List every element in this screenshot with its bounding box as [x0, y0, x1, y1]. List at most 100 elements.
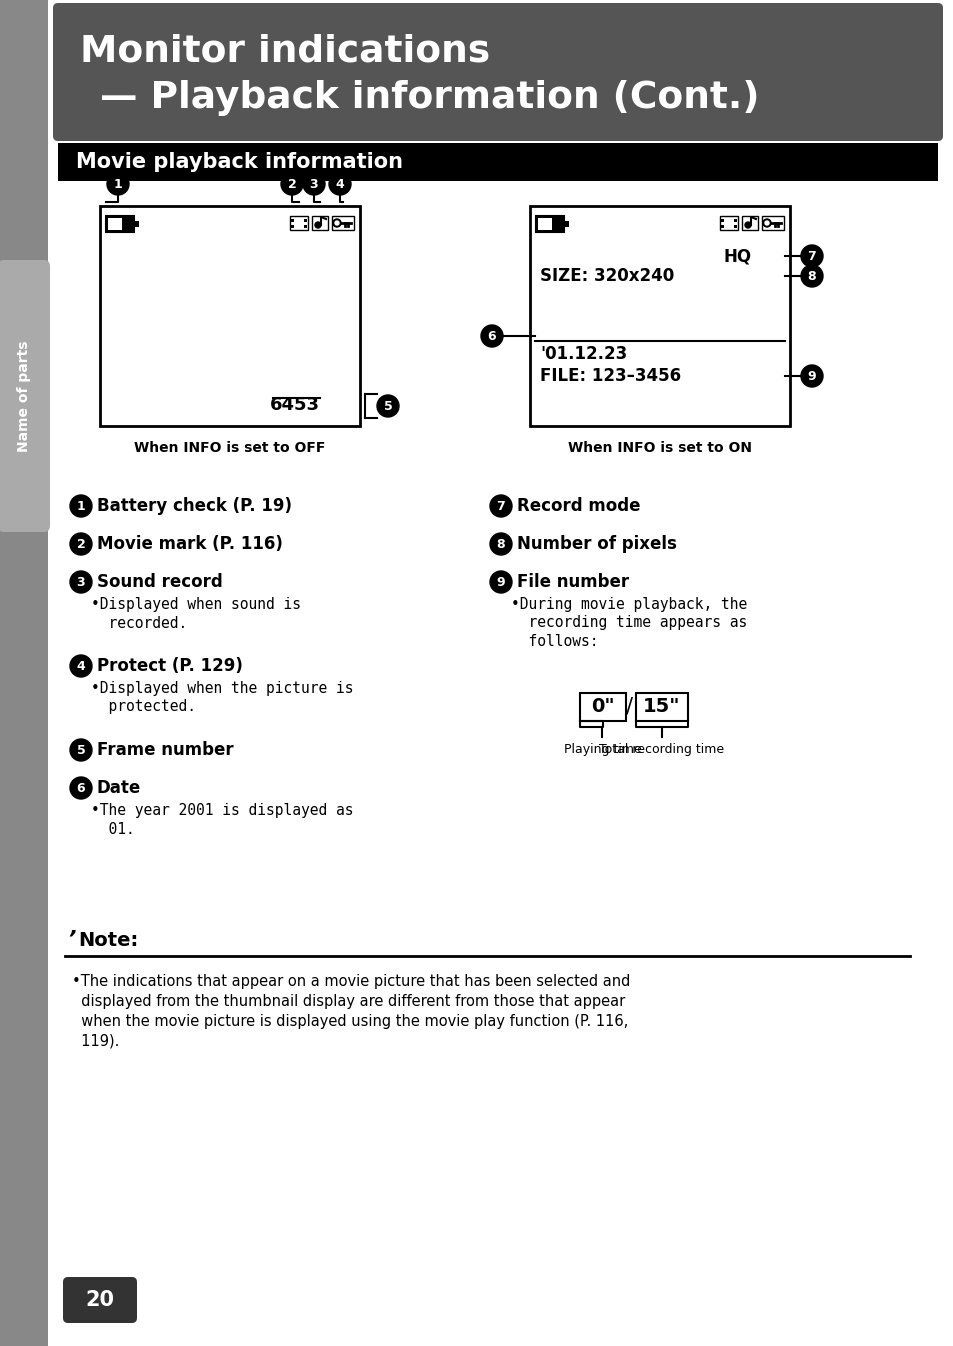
Text: when the movie picture is displayed using the movie play function (P. 116,: when the movie picture is displayed usin… [71, 1014, 628, 1028]
Bar [291, 225, 294, 227]
Circle shape [764, 221, 768, 225]
Bar [108, 218, 122, 230]
Circle shape [376, 394, 398, 417]
Text: •The indications that appear on a movie picture that has been selected and: •The indications that appear on a movie … [71, 975, 630, 989]
Bar [733, 219, 737, 222]
Circle shape [70, 571, 91, 594]
Text: 2: 2 [287, 178, 296, 191]
Bar [312, 215, 328, 230]
Text: 01.: 01. [91, 821, 134, 836]
Text: Sound record: Sound record [97, 573, 222, 591]
FancyBboxPatch shape [53, 3, 942, 141]
Text: Total recording time: Total recording time [598, 743, 723, 755]
Text: 6: 6 [76, 782, 85, 794]
Bar [106, 215, 133, 232]
Text: 0": 0" [591, 697, 614, 716]
Text: 5: 5 [76, 743, 85, 756]
Text: /: / [626, 697, 633, 717]
Text: 6: 6 [487, 330, 496, 342]
Bar [530, 206, 789, 425]
Circle shape [70, 495, 91, 517]
Text: Battery check (P. 19): Battery check (P. 19) [97, 497, 292, 516]
Text: displayed from the thumbnail display are different from those that appear: displayed from the thumbnail display are… [71, 993, 624, 1010]
Text: •Displayed when the picture is: •Displayed when the picture is [91, 681, 354, 696]
Circle shape [480, 324, 502, 347]
Circle shape [281, 174, 303, 195]
Text: Protect (P. 129): Protect (P. 129) [97, 657, 243, 674]
Bar [100, 206, 359, 425]
Text: follows:: follows: [511, 634, 598, 650]
Text: 20: 20 [86, 1289, 114, 1310]
Text: 7: 7 [807, 249, 816, 262]
Bar [741, 215, 758, 230]
Text: File number: File number [517, 573, 628, 591]
Bar [720, 215, 738, 230]
Text: SIZE: 320x240: SIZE: 320x240 [539, 267, 674, 285]
Text: Date: Date [97, 779, 141, 797]
Circle shape [70, 656, 91, 677]
Bar [536, 215, 563, 232]
Text: 8: 8 [497, 537, 505, 551]
Circle shape [744, 222, 750, 227]
Text: Monitor indications: Monitor indications [80, 34, 490, 69]
Circle shape [801, 365, 822, 388]
Text: 1: 1 [76, 499, 85, 513]
Circle shape [762, 219, 770, 227]
Text: protected.: protected. [91, 700, 195, 715]
Text: HQ: HQ [723, 248, 751, 265]
Text: recording time appears as: recording time appears as [511, 615, 746, 630]
Text: 3: 3 [76, 576, 85, 588]
Text: Movie mark (P. 116): Movie mark (P. 116) [97, 534, 283, 553]
Bar [720, 225, 723, 227]
Circle shape [490, 495, 512, 517]
Text: 4: 4 [335, 178, 344, 191]
Circle shape [801, 245, 822, 267]
Circle shape [329, 174, 351, 195]
Text: When INFO is set to ON: When INFO is set to ON [567, 441, 751, 455]
Text: FILE: 123–3456: FILE: 123–3456 [539, 367, 680, 385]
Circle shape [490, 533, 512, 555]
Text: Number of pixels: Number of pixels [517, 534, 677, 553]
Text: ’: ’ [67, 930, 75, 950]
Text: Frame number: Frame number [97, 742, 233, 759]
Circle shape [333, 219, 340, 227]
Circle shape [490, 571, 512, 594]
Text: 3: 3 [310, 178, 318, 191]
Circle shape [70, 739, 91, 760]
Text: 119).: 119). [71, 1034, 119, 1049]
Circle shape [70, 533, 91, 555]
Text: 9: 9 [807, 370, 816, 382]
Text: 5: 5 [383, 400, 392, 412]
Text: Note:: Note: [78, 930, 138, 949]
Circle shape [335, 221, 338, 225]
Bar [579, 693, 625, 721]
Circle shape [70, 777, 91, 800]
Text: 9: 9 [497, 576, 505, 588]
Text: recorded.: recorded. [91, 615, 187, 630]
Bar [563, 221, 568, 227]
Bar [291, 219, 294, 222]
Bar [290, 215, 308, 230]
Text: 15": 15" [642, 697, 680, 716]
FancyBboxPatch shape [63, 1277, 137, 1323]
Text: — Playback information (Cont.): — Playback information (Cont.) [100, 79, 759, 116]
Bar [58, 143, 937, 180]
Bar [636, 693, 687, 721]
Text: Playing time: Playing time [563, 743, 641, 755]
Bar [332, 215, 354, 230]
Text: •During movie playback, the: •During movie playback, the [511, 596, 746, 611]
Text: When INFO is set to OFF: When INFO is set to OFF [134, 441, 325, 455]
Bar [733, 225, 737, 227]
Text: •The year 2001 is displayed as: •The year 2001 is displayed as [91, 802, 354, 817]
Text: 8: 8 [807, 269, 816, 283]
Bar [761, 215, 783, 230]
Text: Name of parts: Name of parts [17, 341, 30, 452]
Text: 2: 2 [76, 537, 85, 551]
Bar [720, 219, 723, 222]
Text: 1: 1 [113, 178, 122, 191]
Text: Movie playback information: Movie playback information [76, 152, 402, 172]
Text: 6453: 6453 [270, 396, 319, 415]
Text: 4: 4 [76, 660, 85, 673]
Bar [304, 219, 307, 222]
Bar [0, 0, 48, 1346]
